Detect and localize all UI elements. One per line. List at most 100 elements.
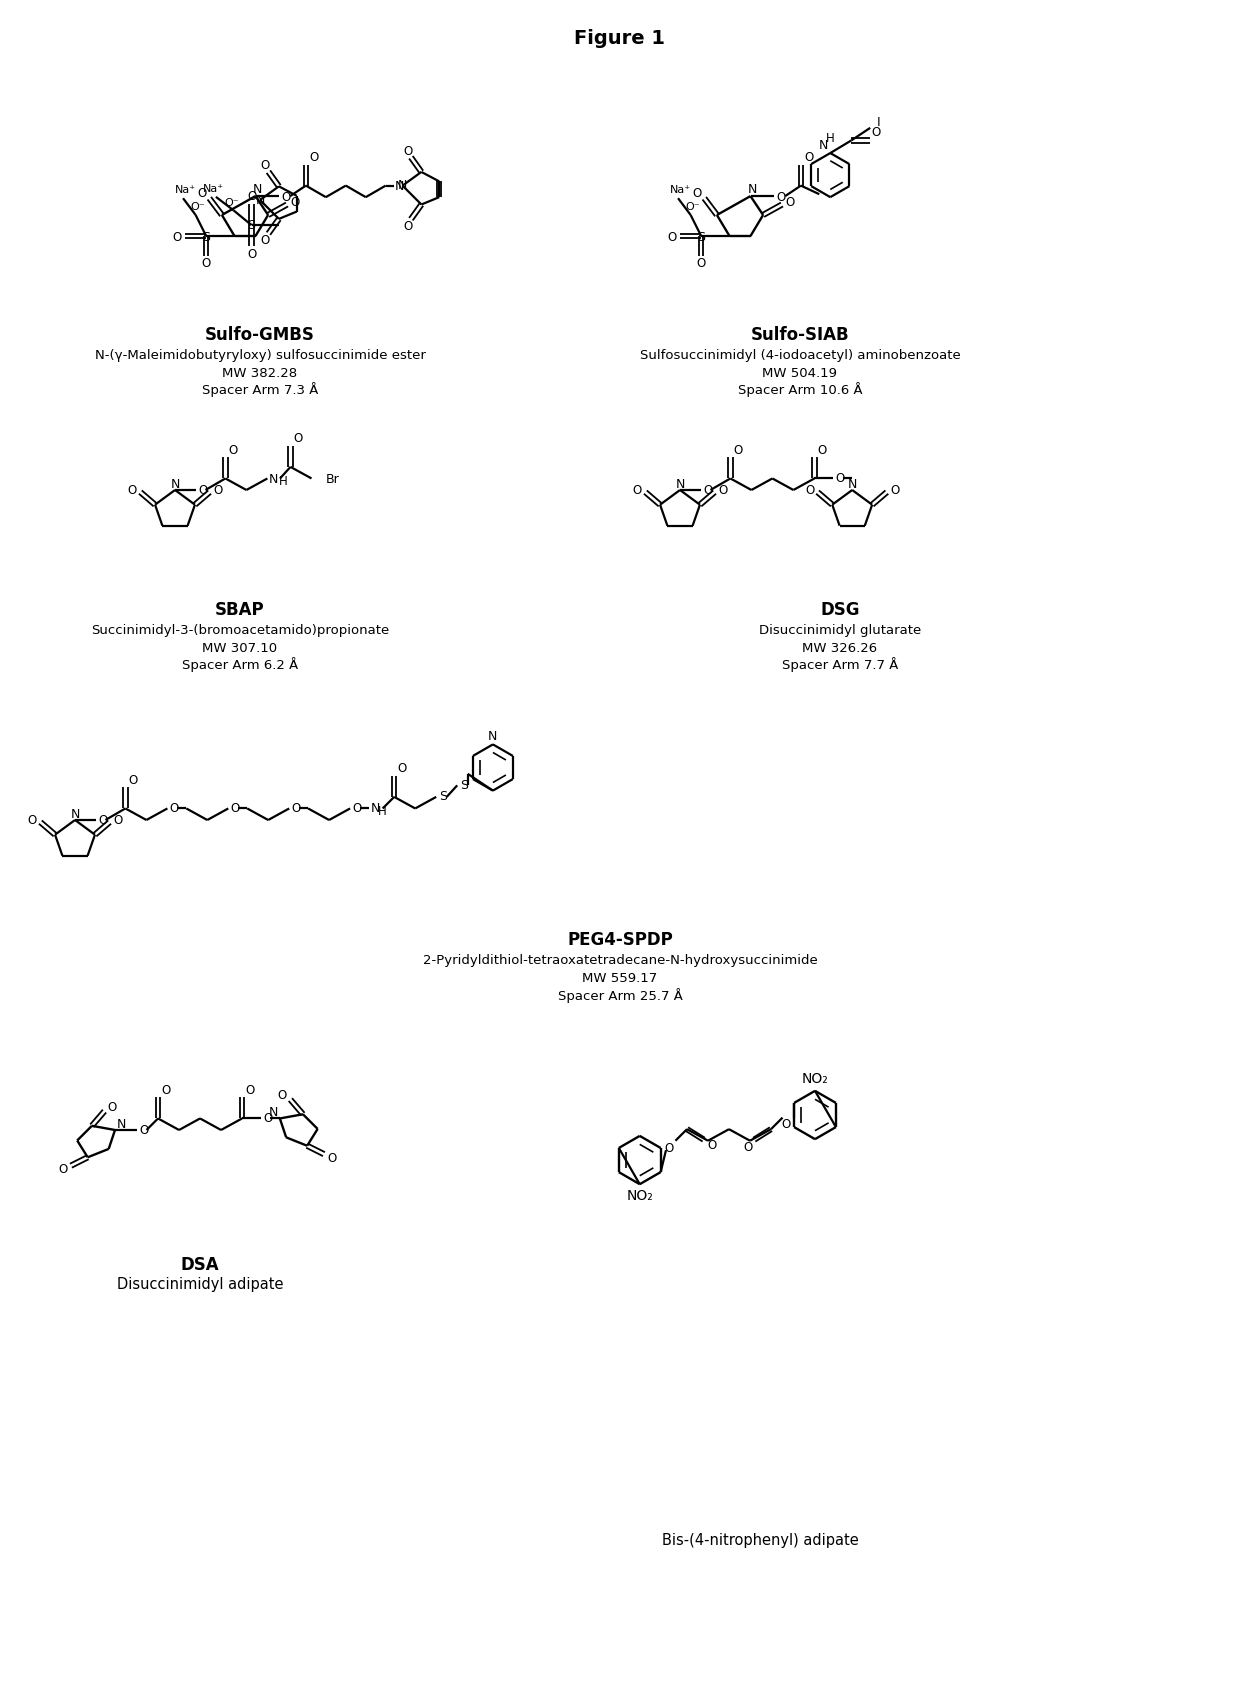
Text: Na⁺: Na⁺	[203, 184, 224, 194]
Text: Bis-(4-nitrophenyl) adipate: Bis-(4-nitrophenyl) adipate	[662, 1532, 858, 1547]
Text: NO₂: NO₂	[626, 1189, 653, 1203]
Text: O: O	[139, 1124, 149, 1137]
Text: N: N	[676, 477, 684, 491]
Text: S: S	[202, 231, 210, 243]
Text: O: O	[805, 152, 813, 164]
Text: S: S	[460, 779, 469, 791]
Text: S: S	[439, 791, 448, 803]
Text: O: O	[129, 774, 138, 786]
Text: MW 382.28: MW 382.28	[222, 366, 298, 380]
Text: N: N	[818, 140, 827, 152]
Text: O: O	[776, 191, 785, 204]
Text: O: O	[202, 258, 211, 270]
Text: NO₂: NO₂	[801, 1073, 828, 1086]
Text: Sulfo-GMBS: Sulfo-GMBS	[205, 326, 315, 344]
Text: N: N	[371, 801, 379, 815]
Text: O: O	[805, 484, 815, 496]
Text: H: H	[378, 805, 387, 818]
Text: N-(γ-Maleimidobutyryloxy) sulfosuccinimide ester: N-(γ-Maleimidobutyryloxy) sulfosuccinimi…	[94, 349, 425, 361]
Text: O: O	[836, 472, 844, 484]
Text: O: O	[260, 159, 270, 172]
Text: O: O	[197, 187, 207, 199]
Text: SBAP: SBAP	[216, 601, 265, 619]
Text: O: O	[697, 258, 706, 270]
Text: H: H	[826, 132, 835, 145]
Text: N: N	[71, 808, 79, 820]
Text: MW 559.17: MW 559.17	[583, 972, 657, 985]
Text: DSG: DSG	[820, 601, 859, 619]
Text: DSA: DSA	[181, 1257, 219, 1274]
Text: O: O	[785, 196, 795, 209]
Text: N: N	[117, 1117, 125, 1130]
Text: O: O	[398, 763, 407, 776]
Text: O: O	[58, 1164, 67, 1176]
Text: O: O	[744, 1140, 753, 1154]
Text: MW 326.26: MW 326.26	[802, 641, 878, 655]
Text: O: O	[734, 444, 743, 457]
Text: O: O	[170, 801, 179, 815]
Text: O: O	[263, 1112, 273, 1125]
Text: O: O	[703, 484, 713, 496]
Text: Spacer Arm 7.3 Å: Spacer Arm 7.3 Å	[202, 383, 319, 398]
Text: N: N	[398, 179, 407, 192]
Text: O: O	[781, 1118, 791, 1130]
Text: O: O	[718, 484, 728, 496]
Text: I: I	[877, 116, 880, 130]
Text: O: O	[228, 444, 238, 457]
Text: N: N	[847, 477, 857, 491]
Text: N: N	[170, 477, 180, 491]
Text: Na⁺: Na⁺	[670, 186, 691, 196]
Text: O: O	[260, 234, 270, 246]
Text: Spacer Arm 6.2 Å: Spacer Arm 6.2 Å	[182, 658, 298, 673]
Text: S: S	[248, 219, 255, 231]
Text: O: O	[278, 1090, 286, 1102]
Text: Sulfo-SIAB: Sulfo-SIAB	[750, 326, 849, 344]
Text: N: N	[253, 182, 262, 196]
Text: O: O	[632, 484, 642, 496]
Text: O: O	[128, 484, 136, 496]
Text: N: N	[748, 182, 758, 196]
Text: O⁻: O⁻	[190, 202, 205, 213]
Text: N: N	[489, 730, 497, 742]
Text: O: O	[247, 248, 257, 261]
Text: PEG4-SPDP: PEG4-SPDP	[567, 931, 673, 950]
Text: Sulfosuccinimidyl (4-iodoacetyl) aminobenzoate: Sulfosuccinimidyl (4-iodoacetyl) aminobe…	[640, 349, 960, 361]
Text: Br: Br	[326, 472, 340, 486]
Text: O: O	[27, 813, 37, 827]
Text: O: O	[309, 152, 319, 164]
Text: O: O	[294, 432, 303, 445]
Text: O: O	[872, 127, 880, 138]
Text: O: O	[172, 231, 182, 243]
Text: Spacer Arm 7.7 Å: Spacer Arm 7.7 Å	[782, 658, 898, 673]
Text: O: O	[213, 484, 222, 496]
Text: MW 504.19: MW 504.19	[763, 366, 837, 380]
Text: Disuccinimidyl adipate: Disuccinimidyl adipate	[117, 1277, 283, 1292]
Text: O: O	[707, 1139, 717, 1152]
Text: O: O	[290, 196, 300, 209]
Text: O: O	[108, 1100, 117, 1113]
Text: N: N	[269, 1107, 279, 1118]
Text: O: O	[247, 189, 257, 202]
Text: Spacer Arm 25.7 Å: Spacer Arm 25.7 Å	[558, 989, 682, 1004]
Text: N: N	[255, 194, 264, 206]
Text: H: H	[279, 476, 288, 488]
Text: MW 307.10: MW 307.10	[202, 641, 278, 655]
Text: N: N	[394, 181, 404, 192]
Text: S: S	[697, 231, 706, 243]
Text: O⁻: O⁻	[686, 202, 699, 213]
Text: O: O	[246, 1085, 254, 1097]
Text: N: N	[269, 472, 279, 486]
Text: O: O	[161, 1085, 171, 1097]
Text: O: O	[231, 801, 239, 815]
Text: O: O	[291, 801, 301, 815]
Text: 2-Pyridyldithiol-tetraoxatetradecane-Ν-hydroxysuccinimide: 2-Pyridyldithiol-tetraoxatetradecane-Ν-h…	[423, 953, 817, 967]
Text: O: O	[98, 813, 108, 827]
Text: O: O	[327, 1152, 336, 1164]
Text: Disuccinimidyl glutarate: Disuccinimidyl glutarate	[759, 624, 921, 636]
Text: O: O	[693, 187, 702, 199]
Text: Na⁺: Na⁺	[175, 186, 196, 196]
Text: O⁻: O⁻	[224, 197, 239, 208]
Text: Spacer Arm 10.6 Å: Spacer Arm 10.6 Å	[738, 383, 862, 398]
Text: Figure 1: Figure 1	[574, 29, 666, 47]
Text: O: O	[665, 1142, 675, 1156]
